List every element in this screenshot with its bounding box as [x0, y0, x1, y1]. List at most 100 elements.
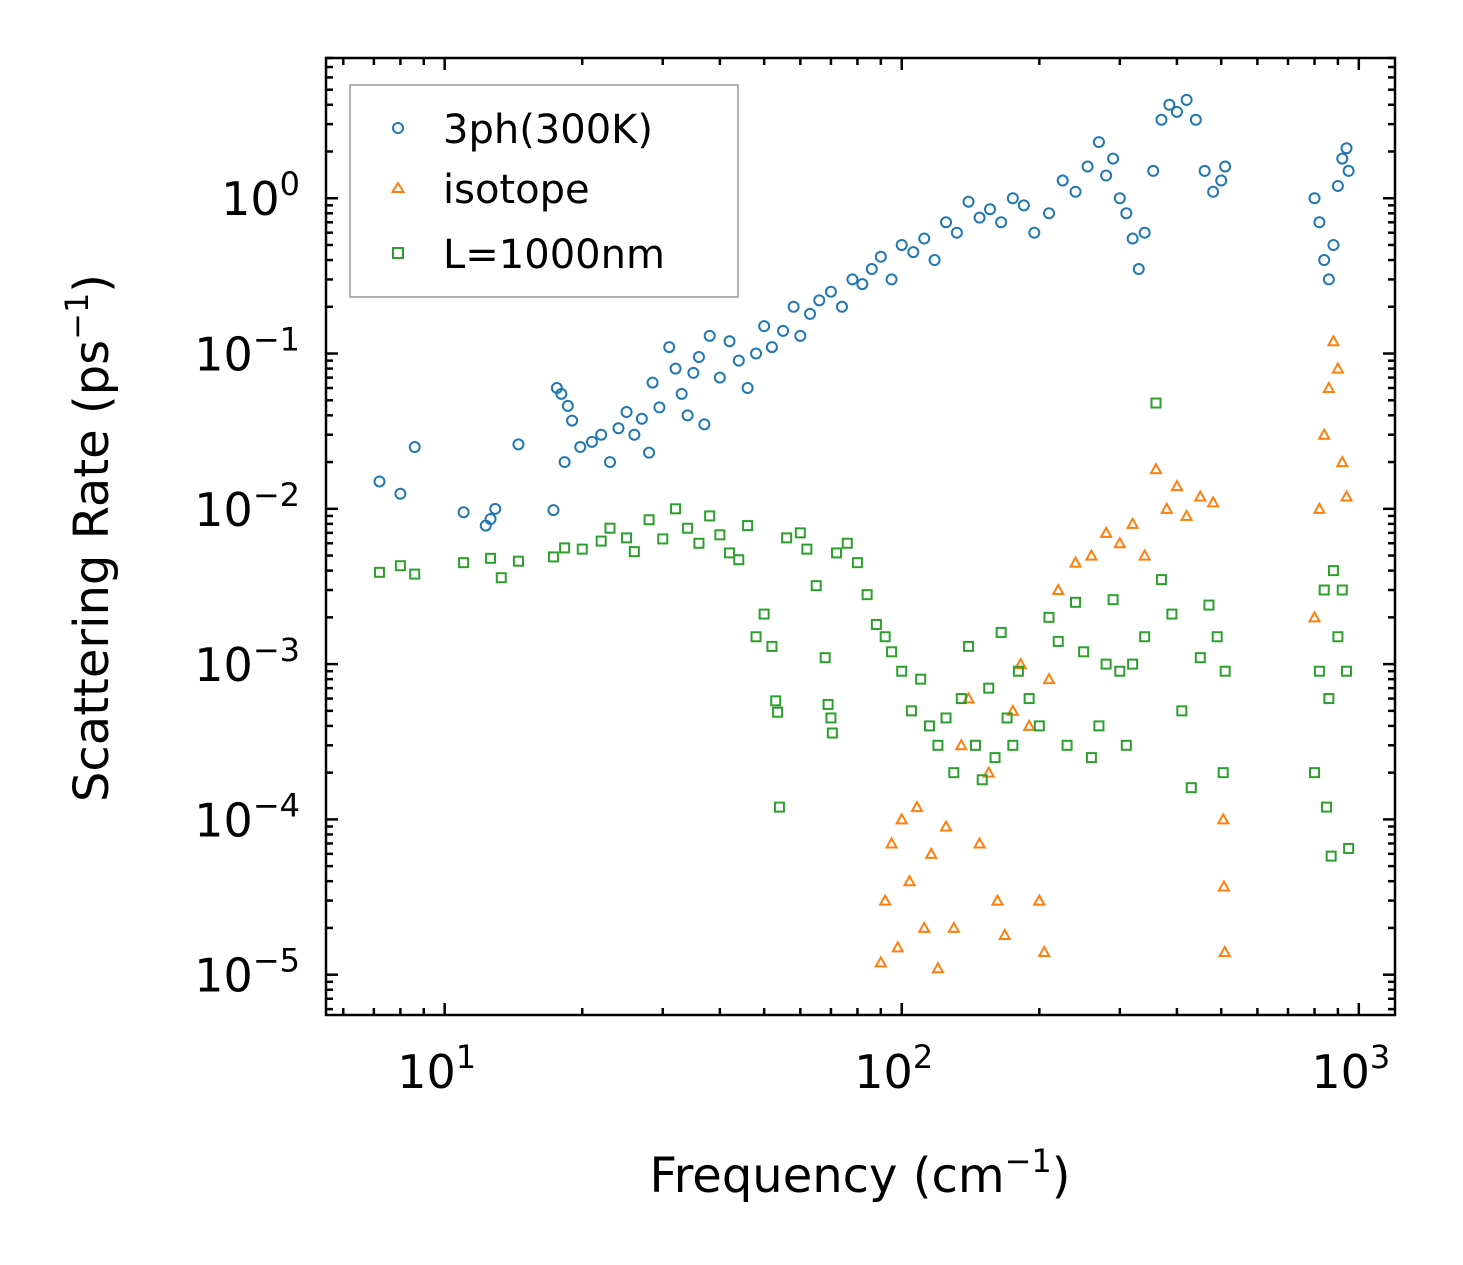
- data-point: [1170, 105, 1183, 118]
- data-point: [733, 554, 745, 566]
- data-point: [928, 254, 941, 267]
- data-point: [1193, 489, 1207, 502]
- data-point: [972, 836, 987, 849]
- data-point: [1028, 226, 1041, 239]
- legend-marker-L1000: [392, 247, 404, 259]
- data-point: [1006, 192, 1019, 205]
- data-point: [787, 300, 800, 313]
- data-point: [907, 246, 920, 259]
- y-tick-label-base: 10: [194, 793, 253, 847]
- data-point: [1307, 610, 1322, 623]
- data-point: [512, 555, 524, 567]
- data-point: [1341, 665, 1353, 677]
- data-point: [1326, 334, 1341, 347]
- data-point: [373, 475, 386, 488]
- data-point: [628, 546, 640, 558]
- data-point: [982, 765, 996, 778]
- data-point: [692, 350, 705, 363]
- data-point: [1160, 501, 1174, 514]
- y-axis-label-end: ): [64, 274, 120, 293]
- data-point: [1085, 752, 1097, 764]
- data-point: [1139, 631, 1151, 643]
- data-point: [1207, 185, 1220, 198]
- data-point: [825, 712, 837, 724]
- data-point: [1313, 216, 1326, 229]
- y-tick-label: 10−5: [194, 942, 300, 1003]
- data-point: [559, 542, 571, 554]
- data-point: [1100, 658, 1112, 670]
- data-point: [772, 706, 784, 718]
- data-point: [653, 401, 666, 414]
- y-tick-label-base: 10: [194, 483, 253, 537]
- data-point: [485, 552, 497, 564]
- x-axis-label: Frequency (cm−1): [649, 1142, 1070, 1204]
- data-point: [841, 537, 853, 549]
- data-point: [923, 720, 935, 732]
- data-point: [595, 428, 608, 441]
- data-point: [394, 487, 407, 500]
- data-point: [924, 846, 938, 859]
- data-point: [408, 441, 421, 454]
- data-point: [1051, 582, 1065, 596]
- data-point: [1093, 720, 1105, 732]
- data-point: [891, 940, 905, 953]
- data-point: [1166, 608, 1178, 620]
- data-point: [643, 446, 656, 459]
- x-tick-label-base: 10: [854, 1045, 913, 1099]
- data-point: [512, 438, 525, 451]
- data-point: [1061, 739, 1073, 751]
- data-point: [932, 739, 944, 751]
- data-point: [704, 510, 716, 522]
- data-point: [989, 752, 1001, 764]
- data-point: [758, 608, 770, 620]
- data-point: [595, 535, 607, 547]
- data-point: [675, 387, 688, 400]
- data-point: [918, 232, 931, 245]
- data-point: [998, 927, 1012, 941]
- data-point: [1023, 693, 1035, 705]
- data-point: [1327, 238, 1340, 251]
- data-point: [693, 537, 705, 549]
- data-point: [1219, 160, 1232, 173]
- x-tick-label: 103: [1311, 1038, 1390, 1099]
- data-point: [758, 320, 771, 333]
- data-point: [1170, 479, 1184, 492]
- data-point: [1194, 652, 1206, 664]
- data-point: [1217, 879, 1231, 892]
- data-point: [954, 738, 969, 751]
- data-point: [1343, 842, 1355, 854]
- data-point: [555, 387, 568, 400]
- data-point: [948, 767, 960, 779]
- data-point: [1312, 501, 1327, 514]
- y-tick-label: 10−1: [194, 321, 300, 382]
- data-point: [1113, 192, 1126, 205]
- data-point: [835, 300, 848, 313]
- x-tick-label-base: 10: [397, 1045, 456, 1099]
- data-point: [1321, 801, 1333, 813]
- data-point: [714, 529, 726, 541]
- data-point: [1084, 548, 1099, 561]
- x-tick-label: 102: [854, 1038, 933, 1099]
- data-point: [1313, 665, 1325, 677]
- data-point: [1206, 495, 1220, 508]
- data-point: [1150, 397, 1162, 409]
- data-point: [895, 812, 909, 825]
- data-point: [724, 547, 736, 559]
- data-point: [1132, 263, 1145, 276]
- data-point: [566, 414, 579, 427]
- data-point: [628, 428, 641, 441]
- data-point: [1069, 185, 1082, 198]
- data-point: [670, 503, 682, 515]
- data-point: [713, 371, 726, 384]
- data-point: [773, 801, 785, 813]
- data-point: [1107, 594, 1119, 606]
- data-point: [1189, 113, 1202, 126]
- data-point: [394, 560, 406, 572]
- x-tick-label-exp: 1: [456, 1038, 476, 1076]
- data-point: [962, 195, 975, 208]
- data-point: [813, 294, 826, 307]
- data-point: [1155, 574, 1167, 586]
- data-point: [1070, 596, 1082, 608]
- data-point: [1327, 565, 1339, 577]
